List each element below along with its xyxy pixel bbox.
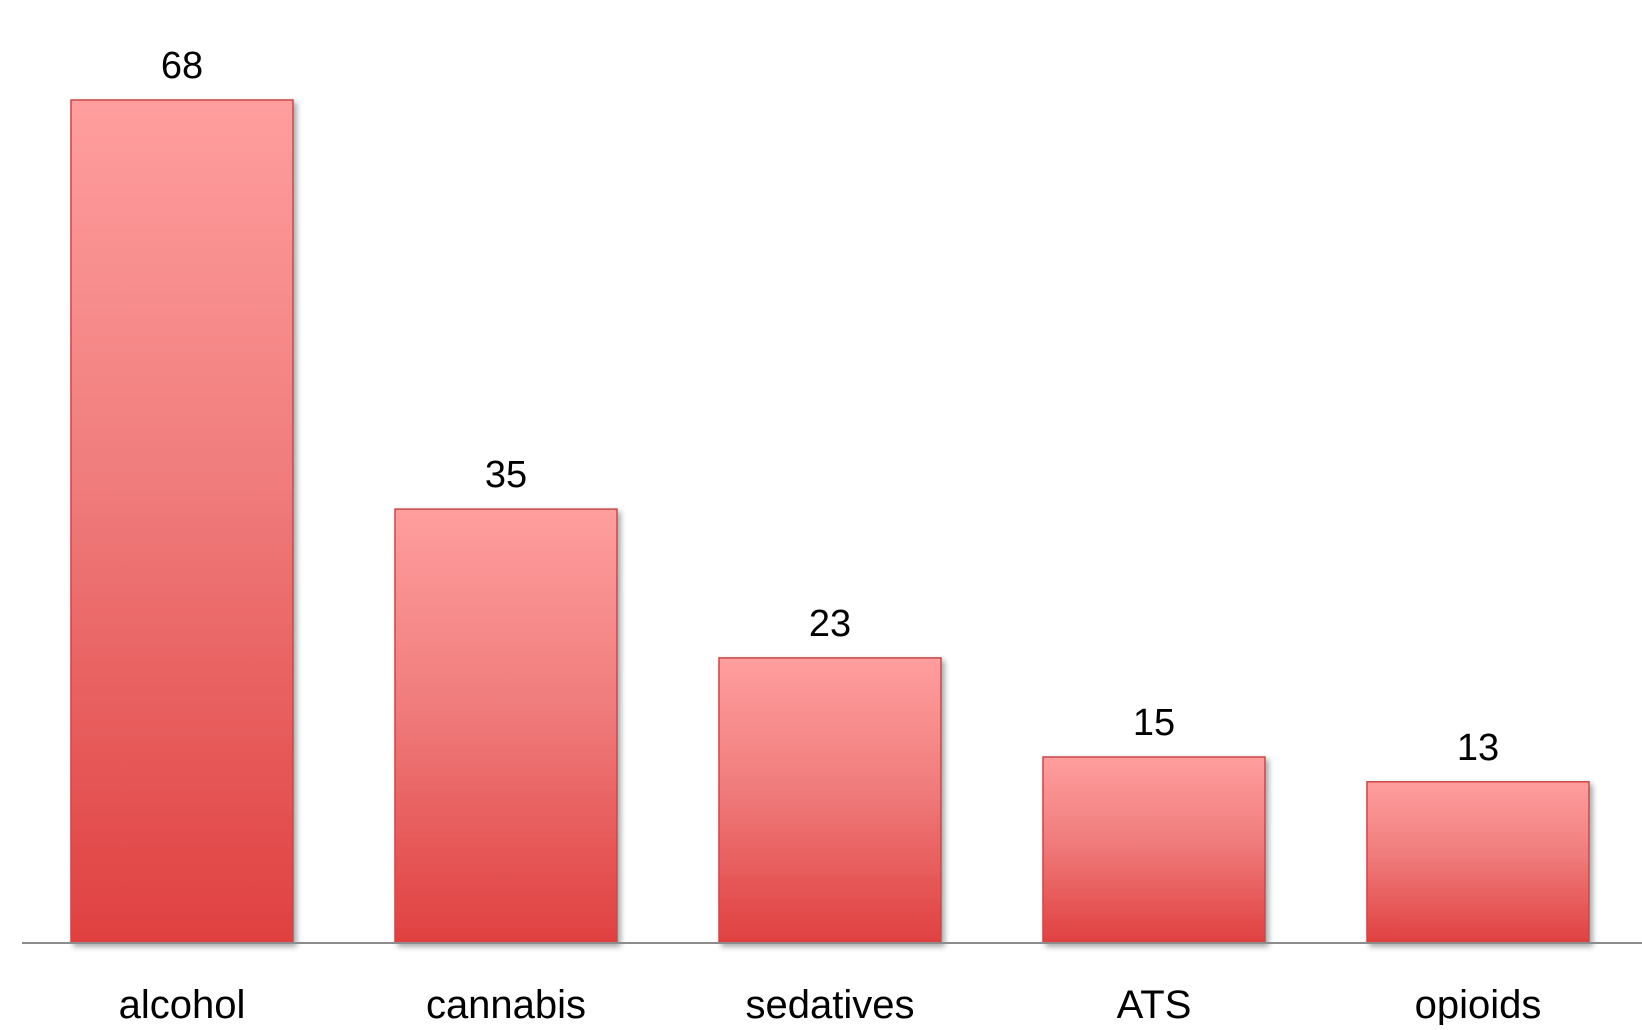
data-labels-layer: 68 35 23 15 13 <box>161 45 1499 769</box>
bar-alcohol <box>70 99 294 944</box>
x-tick-label-sedatives: sedatives <box>746 983 915 1025</box>
x-tick-label-ats: ATS <box>1117 983 1192 1025</box>
x-tick-label-alcohol: alcohol <box>119 983 246 1025</box>
bar-cannabis <box>394 508 618 944</box>
x-tick-label-opioids: opioids <box>1415 983 1542 1025</box>
data-label-ats: 15 <box>1133 702 1175 744</box>
bar-opioids <box>1366 781 1590 944</box>
bar-sedatives <box>718 657 942 944</box>
data-label-opioids: 13 <box>1457 727 1499 769</box>
bar-ats <box>1042 756 1266 944</box>
bars-layer <box>70 99 1590 944</box>
data-label-alcohol: 68 <box>161 45 203 87</box>
data-label-cannabis: 35 <box>485 454 527 496</box>
x-tick-label-cannabis: cannabis <box>426 983 586 1025</box>
x-tick-labels-layer: alcohol cannabis sedatives ATS opioids <box>119 983 1542 1027</box>
data-label-sedatives: 23 <box>809 603 851 645</box>
